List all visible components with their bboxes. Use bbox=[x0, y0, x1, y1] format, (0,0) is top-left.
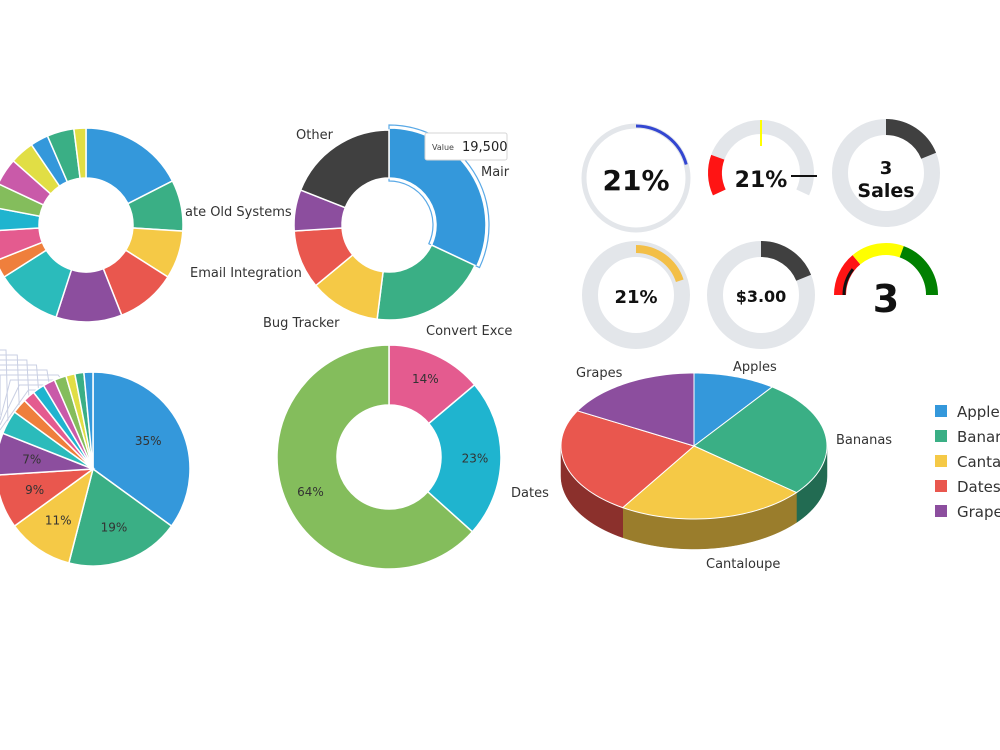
gauge-value: 21% bbox=[735, 168, 788, 193]
legend-swatch bbox=[935, 455, 947, 467]
gauge-value-arc bbox=[635, 124, 688, 165]
leader-line bbox=[0, 359, 30, 400]
pie-slice bbox=[73, 127, 87, 180]
slice-percent: 11% bbox=[45, 513, 72, 527]
slice-percent: 23% bbox=[462, 451, 489, 465]
gauge-value-arc bbox=[708, 154, 726, 196]
gauge-band-green bbox=[899, 246, 938, 296]
slice-percent: 7% bbox=[22, 452, 41, 466]
pie-slice bbox=[560, 410, 696, 509]
pie-slice bbox=[576, 372, 695, 447]
donut-chart-three-slices: 14% 23% 64% Dates bbox=[276, 344, 549, 570]
tooltip-value: 19,500 bbox=[462, 140, 508, 155]
pie-slice bbox=[693, 372, 774, 448]
legend-label: Dates bbox=[957, 478, 1000, 496]
legend-swatch bbox=[935, 505, 947, 517]
tooltip-label: Value bbox=[432, 143, 454, 152]
pie-slice bbox=[13, 467, 95, 564]
gauge-value: $3.00 bbox=[736, 287, 787, 306]
leader-line bbox=[0, 369, 50, 410]
gauge-value-arc bbox=[885, 119, 937, 160]
slice-label: Bug Tracker bbox=[263, 316, 340, 331]
gauge-band-red bbox=[834, 255, 861, 296]
tooltip: Value 19,500 bbox=[424, 132, 508, 161]
slice-label: Other bbox=[296, 128, 334, 143]
category-label: Apples bbox=[733, 360, 777, 375]
legend-label: Apple bbox=[957, 403, 1000, 421]
legend-label: Grape bbox=[957, 503, 1000, 521]
pie-slice bbox=[621, 445, 798, 520]
gauge-value: 3 bbox=[880, 158, 893, 179]
slice-label: Mair bbox=[481, 165, 510, 180]
slice-percent: 9% bbox=[25, 483, 44, 497]
pie-chart-percentages: 35% 19% 11% 9% 7% bbox=[0, 349, 191, 567]
gauge-value: 21% bbox=[614, 287, 657, 308]
gauge-value-arc bbox=[842, 268, 855, 296]
leader-line bbox=[0, 364, 39, 405]
category-label: Bananas bbox=[836, 433, 892, 448]
donut-chart-tasks: Mair Convert Exce Bug Tracker Other Value 19,… bbox=[263, 124, 512, 339]
pie-slice bbox=[693, 386, 828, 494]
slice-percent: 14% bbox=[412, 372, 439, 386]
legend-label: Banar bbox=[957, 428, 1000, 446]
leader-line bbox=[0, 354, 20, 407]
slice-label: Convert Exce bbox=[426, 324, 512, 339]
slice-percent: 19% bbox=[101, 520, 128, 534]
legend: Apple Banar Canta Dates Grape bbox=[935, 403, 1000, 521]
gauge-sub-label: Sales bbox=[857, 180, 914, 202]
category-label: Grapes bbox=[576, 366, 623, 381]
category-label: Cantaloupe bbox=[706, 557, 780, 572]
category-label: Dates bbox=[511, 486, 549, 501]
donut-slice bbox=[299, 129, 390, 209]
pie-slice bbox=[92, 371, 191, 528]
legend-swatch bbox=[935, 405, 947, 417]
pie-3d-fruits: Apples Bananas Cantaloupe Grapes Apple Banar C… bbox=[560, 360, 1000, 572]
slice-label: Email Integration bbox=[190, 266, 302, 281]
slice-percent: 64% bbox=[297, 485, 324, 499]
gauge-value-arc bbox=[760, 241, 812, 282]
leader-line bbox=[0, 349, 9, 423]
leader-line bbox=[0, 374, 61, 416]
tooltip-box bbox=[424, 132, 508, 161]
donut-chart-features: ate Old Systems Email Integration bbox=[0, 127, 302, 323]
legend-label: Canta bbox=[957, 453, 1000, 471]
slice-percent: 35% bbox=[135, 434, 162, 448]
pie-slice bbox=[426, 383, 502, 533]
gauge-band-yellow bbox=[852, 243, 904, 265]
gauge-value: 21% bbox=[602, 164, 669, 197]
pie-slice bbox=[0, 468, 96, 528]
pie-slice bbox=[83, 371, 94, 470]
legend-swatch bbox=[935, 480, 947, 492]
pie-slice bbox=[276, 344, 474, 570]
gauge-value-arc bbox=[635, 245, 684, 283]
gauge-value: 3 bbox=[873, 277, 899, 321]
slice-label: ate Old Systems bbox=[185, 205, 292, 220]
pie-slice bbox=[67, 467, 173, 567]
legend-swatch bbox=[935, 430, 947, 442]
